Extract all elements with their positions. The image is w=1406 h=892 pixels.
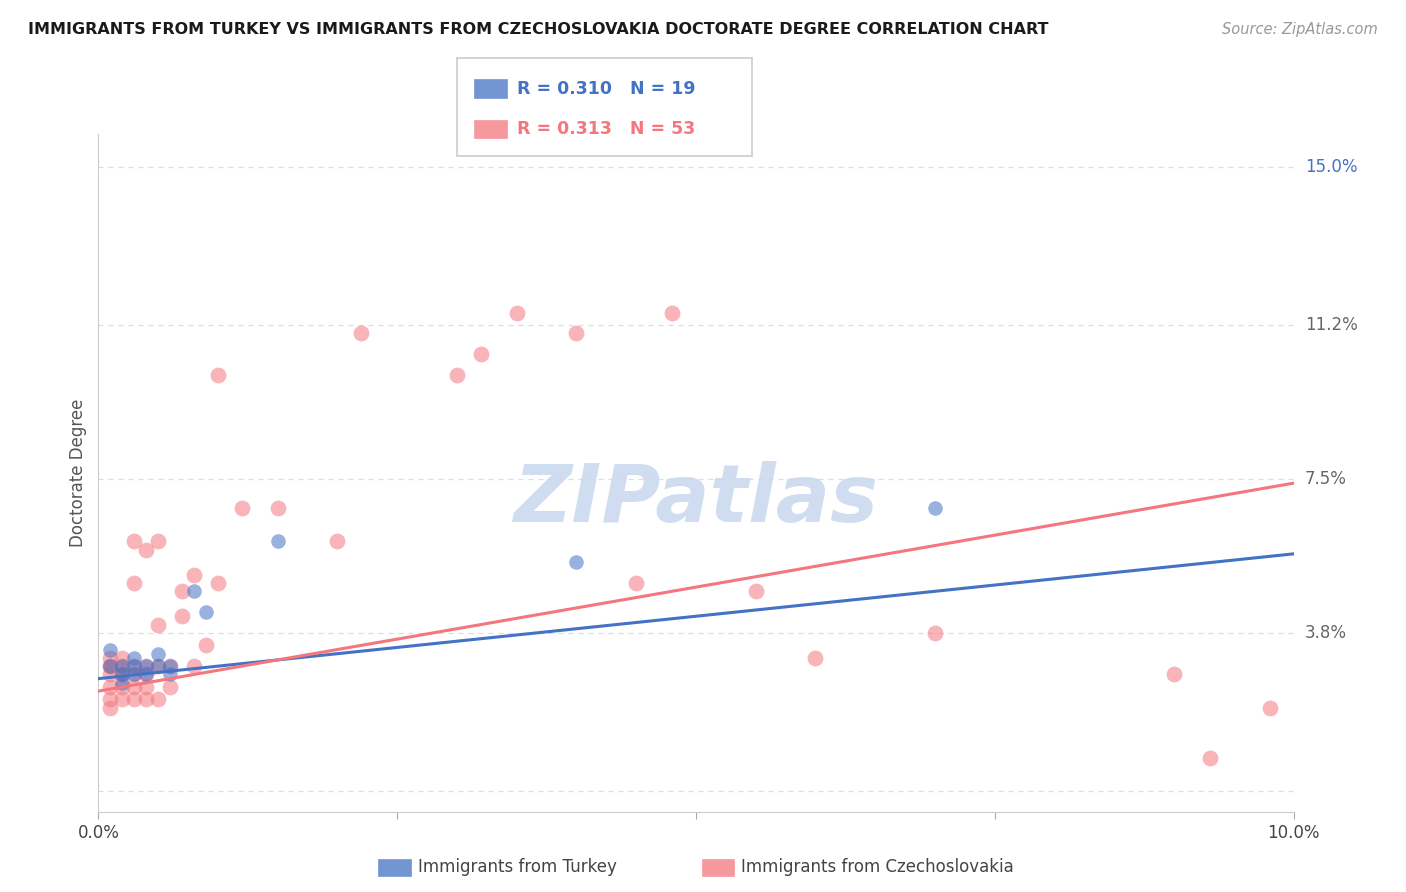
Point [565, 555, 588, 569]
Point [124, 692, 146, 706]
Point [135, 667, 157, 681]
Point [1163, 667, 1185, 681]
Point [194, 605, 218, 619]
Text: Source: ZipAtlas.com: Source: ZipAtlas.com [1222, 22, 1378, 37]
Text: ZIPatlas: ZIPatlas [513, 461, 879, 539]
Point [624, 576, 647, 591]
Point [98, 667, 122, 681]
Point [111, 692, 134, 706]
Point [446, 368, 468, 382]
Point [148, 617, 170, 632]
Point [124, 659, 146, 673]
Point [159, 659, 181, 673]
Point [135, 667, 157, 681]
Point [207, 368, 229, 382]
Point [98, 659, 122, 673]
Point [111, 667, 134, 681]
Point [135, 659, 157, 673]
Point [124, 680, 146, 694]
Point [98, 642, 122, 657]
Point [111, 659, 134, 673]
Point [470, 347, 492, 361]
Point [148, 647, 170, 661]
Point [159, 680, 181, 694]
Point [804, 650, 827, 665]
Point [148, 534, 170, 549]
Point [183, 567, 205, 582]
Point [124, 667, 146, 681]
Point [135, 680, 157, 694]
Point [98, 659, 122, 673]
Point [194, 638, 218, 652]
Point [159, 659, 181, 673]
Point [172, 609, 194, 624]
Text: 11.2%: 11.2% [1305, 316, 1357, 334]
Point [111, 667, 134, 681]
Point [267, 534, 290, 549]
Point [1258, 700, 1281, 714]
Point [231, 501, 253, 516]
Point [148, 692, 170, 706]
Text: IMMIGRANTS FROM TURKEY VS IMMIGRANTS FROM CZECHOSLOVAKIA DOCTORATE DEGREE CORREL: IMMIGRANTS FROM TURKEY VS IMMIGRANTS FRO… [28, 22, 1049, 37]
Point [135, 692, 157, 706]
Point [98, 650, 122, 665]
Point [148, 659, 170, 673]
Point [183, 584, 205, 599]
Point [124, 667, 146, 681]
Text: 15.0%: 15.0% [1305, 158, 1357, 176]
Point [111, 659, 134, 673]
Point [172, 584, 194, 599]
Point [135, 659, 157, 673]
Point [111, 667, 134, 681]
Point [124, 576, 146, 591]
Y-axis label: Doctorate Degree: Doctorate Degree [69, 399, 87, 547]
Point [267, 501, 290, 516]
Point [124, 650, 146, 665]
Text: 7.5%: 7.5% [1305, 470, 1347, 488]
Point [124, 659, 146, 673]
Point [111, 650, 134, 665]
Point [207, 576, 229, 591]
Point [124, 534, 146, 549]
Point [98, 659, 122, 673]
Text: R = 0.313   N = 53: R = 0.313 N = 53 [517, 120, 696, 138]
Point [326, 534, 349, 549]
Text: R = 0.310   N = 19: R = 0.310 N = 19 [517, 80, 696, 98]
Point [98, 680, 122, 694]
Point [111, 680, 134, 694]
Point [350, 326, 373, 341]
Point [98, 692, 122, 706]
Point [745, 584, 768, 599]
Text: Immigrants from Czechoslovakia: Immigrants from Czechoslovakia [741, 858, 1014, 876]
Point [924, 626, 946, 640]
Point [183, 659, 205, 673]
Point [924, 501, 946, 516]
Point [98, 700, 122, 714]
Text: Immigrants from Turkey: Immigrants from Turkey [418, 858, 616, 876]
Point [135, 542, 157, 557]
Point [1198, 750, 1220, 764]
Point [159, 667, 181, 681]
Point [661, 305, 683, 319]
Point [148, 659, 170, 673]
Point [111, 675, 134, 690]
Point [565, 326, 588, 341]
Text: 3.8%: 3.8% [1305, 624, 1347, 642]
Point [506, 305, 529, 319]
